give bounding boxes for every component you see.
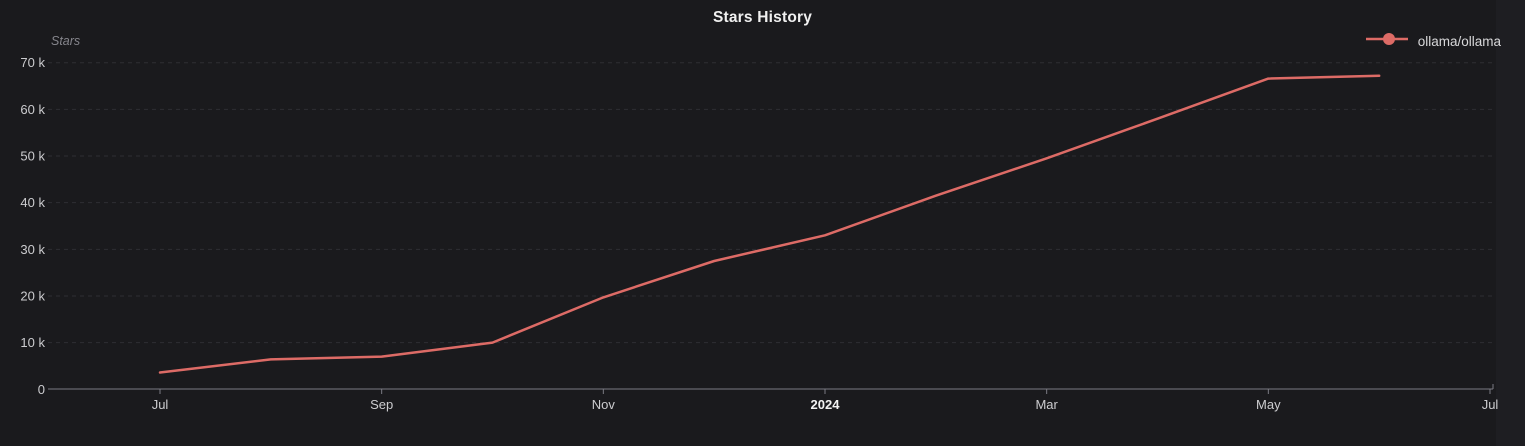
y-tick-label: 50 k [20, 149, 45, 164]
y-tick-label: 20 k [20, 288, 45, 303]
y-tick-label: 60 k [20, 102, 45, 117]
y-tick-label: 30 k [20, 242, 45, 257]
x-tick-label: Sep [370, 397, 393, 412]
y-tick-label: 70 k [20, 55, 45, 70]
x-tick-label: Nov [592, 397, 616, 412]
legend-series-label[interactable]: ollama/ollama [1417, 34, 1501, 49]
y-axis-unit-label: Stars [51, 34, 81, 48]
x-tick-label: Jul [152, 397, 169, 412]
y-tick-label: 40 k [20, 195, 45, 210]
x-tick-label: Jul [1482, 397, 1499, 412]
right-margin-strip [1496, 0, 1525, 446]
legend-line-marker-icon[interactable] [1365, 32, 1409, 51]
series-line [158, 74, 1381, 374]
x-tick-label: 2024 [811, 397, 841, 412]
x-tick-label: May [1256, 397, 1281, 412]
y-tick-label: 10 k [20, 335, 45, 350]
legend: ollama/ollama [1365, 32, 1501, 51]
x-tick-label: Mar [1035, 397, 1058, 412]
y-tick-label: 0 [38, 382, 45, 397]
chart-title: Stars History [712, 9, 813, 26]
